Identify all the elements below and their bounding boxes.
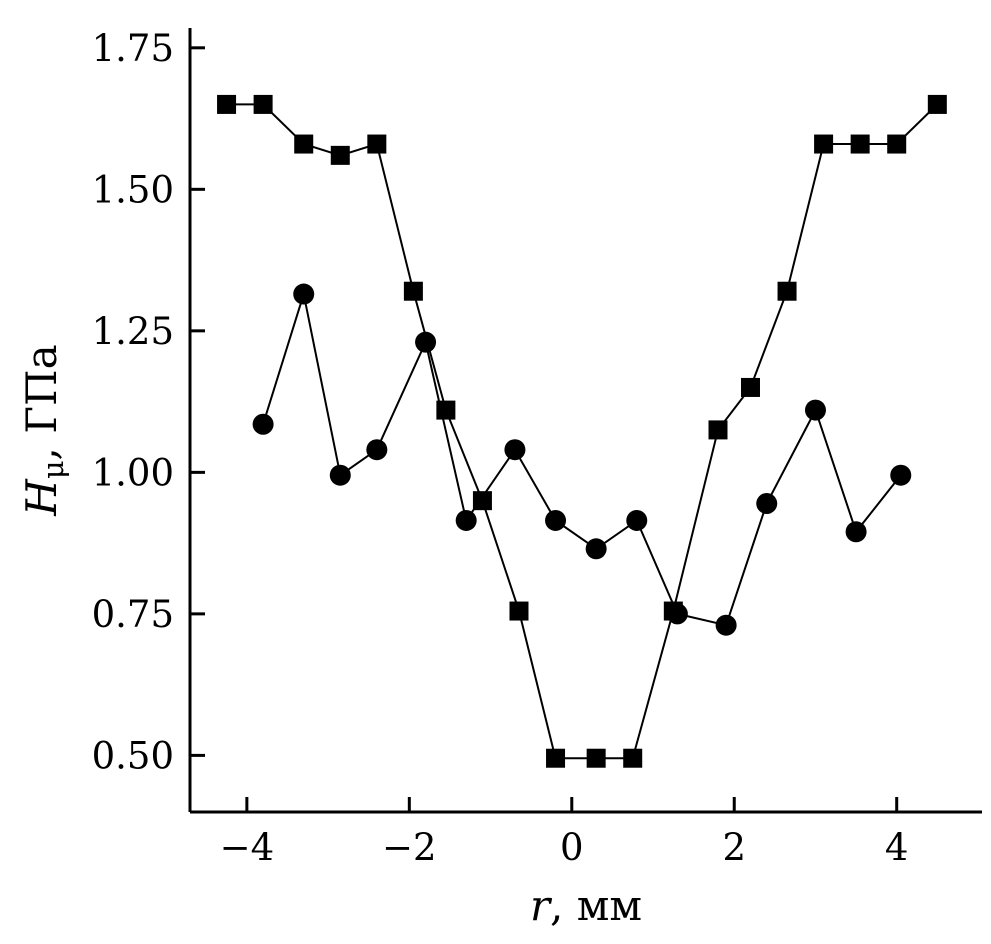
circle-marker — [585, 538, 607, 560]
square-marker — [546, 748, 566, 768]
x-tick-label: 4 — [885, 826, 909, 869]
y-tick-label: 1.75 — [92, 27, 174, 70]
circle-marker — [329, 464, 351, 486]
circle-marker — [890, 464, 912, 486]
circle-marker — [804, 399, 826, 421]
y-axis-label: Hμ, ГПа — [17, 344, 70, 515]
y-tick-label: 0.50 — [92, 734, 174, 777]
square-marker — [217, 94, 237, 114]
circle-marker — [715, 614, 737, 636]
square-marker — [777, 281, 797, 301]
square-marker — [436, 400, 456, 420]
y-tick-label: 1.50 — [92, 168, 174, 211]
circle-marker — [845, 521, 867, 543]
circle-marker — [545, 509, 567, 531]
circle-marker — [252, 413, 274, 435]
square-marker — [850, 134, 870, 154]
x-tick-label: 2 — [722, 826, 746, 869]
square-marker — [586, 748, 606, 768]
series-line-circles — [262, 293, 902, 627]
x-tick-label: 0 — [560, 826, 584, 869]
y-tick-label: 1.00 — [92, 451, 174, 494]
x-tick-label: −2 — [382, 826, 437, 869]
y-axis-label-subscript: μ — [36, 460, 71, 480]
square-marker — [814, 134, 834, 154]
square-marker — [509, 601, 529, 621]
square-marker — [708, 420, 728, 440]
x-axis-label: r, мм — [530, 885, 642, 927]
square-marker — [472, 491, 492, 511]
circle-marker — [293, 283, 315, 305]
y-tick-label: 1.25 — [92, 310, 174, 353]
circle-marker — [666, 603, 688, 625]
circle-marker — [504, 439, 526, 461]
square-marker — [887, 134, 907, 154]
square-marker — [623, 748, 643, 768]
x-tick-label: −4 — [220, 826, 275, 869]
square-marker — [367, 134, 387, 154]
y-axis-label-units: , ГПа — [17, 344, 66, 461]
x-axis-label-symbol: r — [529, 881, 551, 930]
circle-marker — [626, 509, 648, 531]
circle-marker — [366, 439, 388, 461]
circle-marker — [455, 509, 477, 531]
y-tick-label: 0.75 — [92, 593, 174, 636]
square-marker — [927, 94, 947, 114]
x-axis-label-units: , мм — [550, 881, 643, 930]
circle-marker — [415, 331, 437, 353]
square-marker — [294, 134, 314, 154]
y-axis-label-symbol: H — [17, 479, 66, 516]
square-marker — [740, 377, 760, 397]
square-marker — [253, 94, 273, 114]
series-line-squares — [226, 103, 938, 760]
circle-marker — [756, 492, 778, 514]
square-marker — [403, 281, 423, 301]
square-marker — [330, 145, 350, 165]
